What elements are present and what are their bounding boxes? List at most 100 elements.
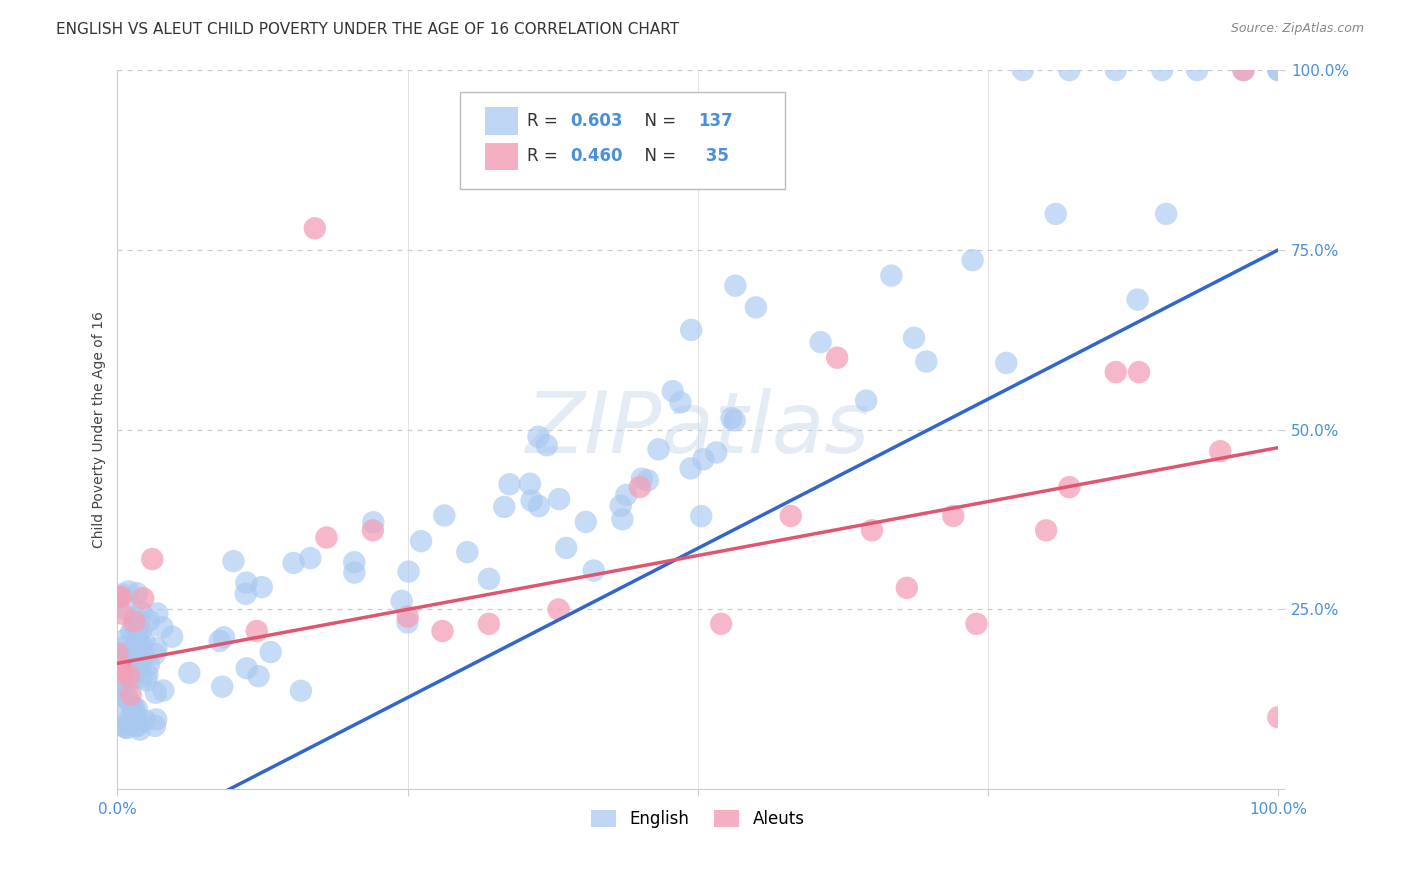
Aleuts [246,624,269,638]
English [250,580,273,594]
Aleuts [825,351,848,365]
Aleuts [107,590,129,604]
Text: Source: ZipAtlas.com: Source: ZipAtlas.com [1230,22,1364,36]
English [690,509,713,524]
English [112,601,135,615]
English [260,645,283,659]
English [134,633,156,648]
Aleuts [1232,63,1254,78]
English [124,706,146,721]
English [575,515,598,529]
English [343,566,366,580]
Aleuts [1267,710,1289,724]
English [110,647,132,661]
English [810,335,832,350]
English [115,648,138,663]
Aleuts [432,624,454,638]
English [129,723,152,737]
English [111,587,134,601]
English [681,323,703,337]
English [724,278,747,293]
English [1232,63,1254,78]
English [283,556,305,570]
English [146,607,169,621]
Bar [485,107,517,135]
English [903,331,925,345]
English [114,640,136,654]
Text: N =: N = [634,112,682,130]
English [122,699,145,714]
Text: R =: R = [527,112,564,130]
English [669,395,692,409]
English [211,680,233,694]
English [1185,63,1208,78]
English [235,575,257,590]
English [108,654,131,668]
English [129,657,152,671]
English [396,615,419,630]
English [1126,293,1149,307]
English [121,673,143,687]
English [612,512,634,526]
English [118,717,141,731]
FancyBboxPatch shape [460,92,785,189]
Aleuts [304,221,326,235]
English [208,634,231,648]
English [110,689,132,703]
Text: R =: R = [527,147,564,165]
Aleuts [111,607,134,621]
English [129,604,152,618]
English [520,493,543,508]
English [131,645,153,659]
Bar [485,143,517,170]
English [108,662,131,676]
Aleuts [118,668,141,682]
English [108,689,131,703]
English [138,614,160,628]
English [129,671,152,685]
English [145,686,167,700]
Aleuts [1059,480,1081,494]
English [290,683,312,698]
Aleuts [860,524,883,538]
English [115,661,138,675]
English [110,657,132,671]
English [536,438,558,452]
English [145,641,167,656]
English [114,720,136,734]
English [1267,63,1289,78]
Aleuts [942,508,965,523]
English [112,678,135,692]
English [160,630,183,644]
English [152,683,174,698]
English [117,584,139,599]
English [647,442,669,457]
English [134,714,156,728]
Aleuts [628,480,651,494]
Aleuts [120,688,142,702]
English [222,554,245,568]
English [235,587,257,601]
Text: 35: 35 [700,147,730,165]
Aleuts [1209,444,1232,458]
English [212,630,235,644]
Aleuts [1128,365,1150,379]
Aleuts [110,658,132,673]
Aleuts [396,609,419,624]
English [1267,63,1289,78]
English [582,564,605,578]
English [129,624,152,638]
English [138,657,160,672]
English [112,632,135,647]
Aleuts [547,602,569,616]
English [679,461,702,475]
English [692,452,714,467]
English [995,356,1018,370]
English [855,393,877,408]
Aleuts [1035,524,1057,538]
English [112,708,135,723]
Aleuts [1105,365,1128,379]
Text: ZIPatlas: ZIPatlas [526,388,870,471]
English [724,413,747,427]
English [398,565,420,579]
